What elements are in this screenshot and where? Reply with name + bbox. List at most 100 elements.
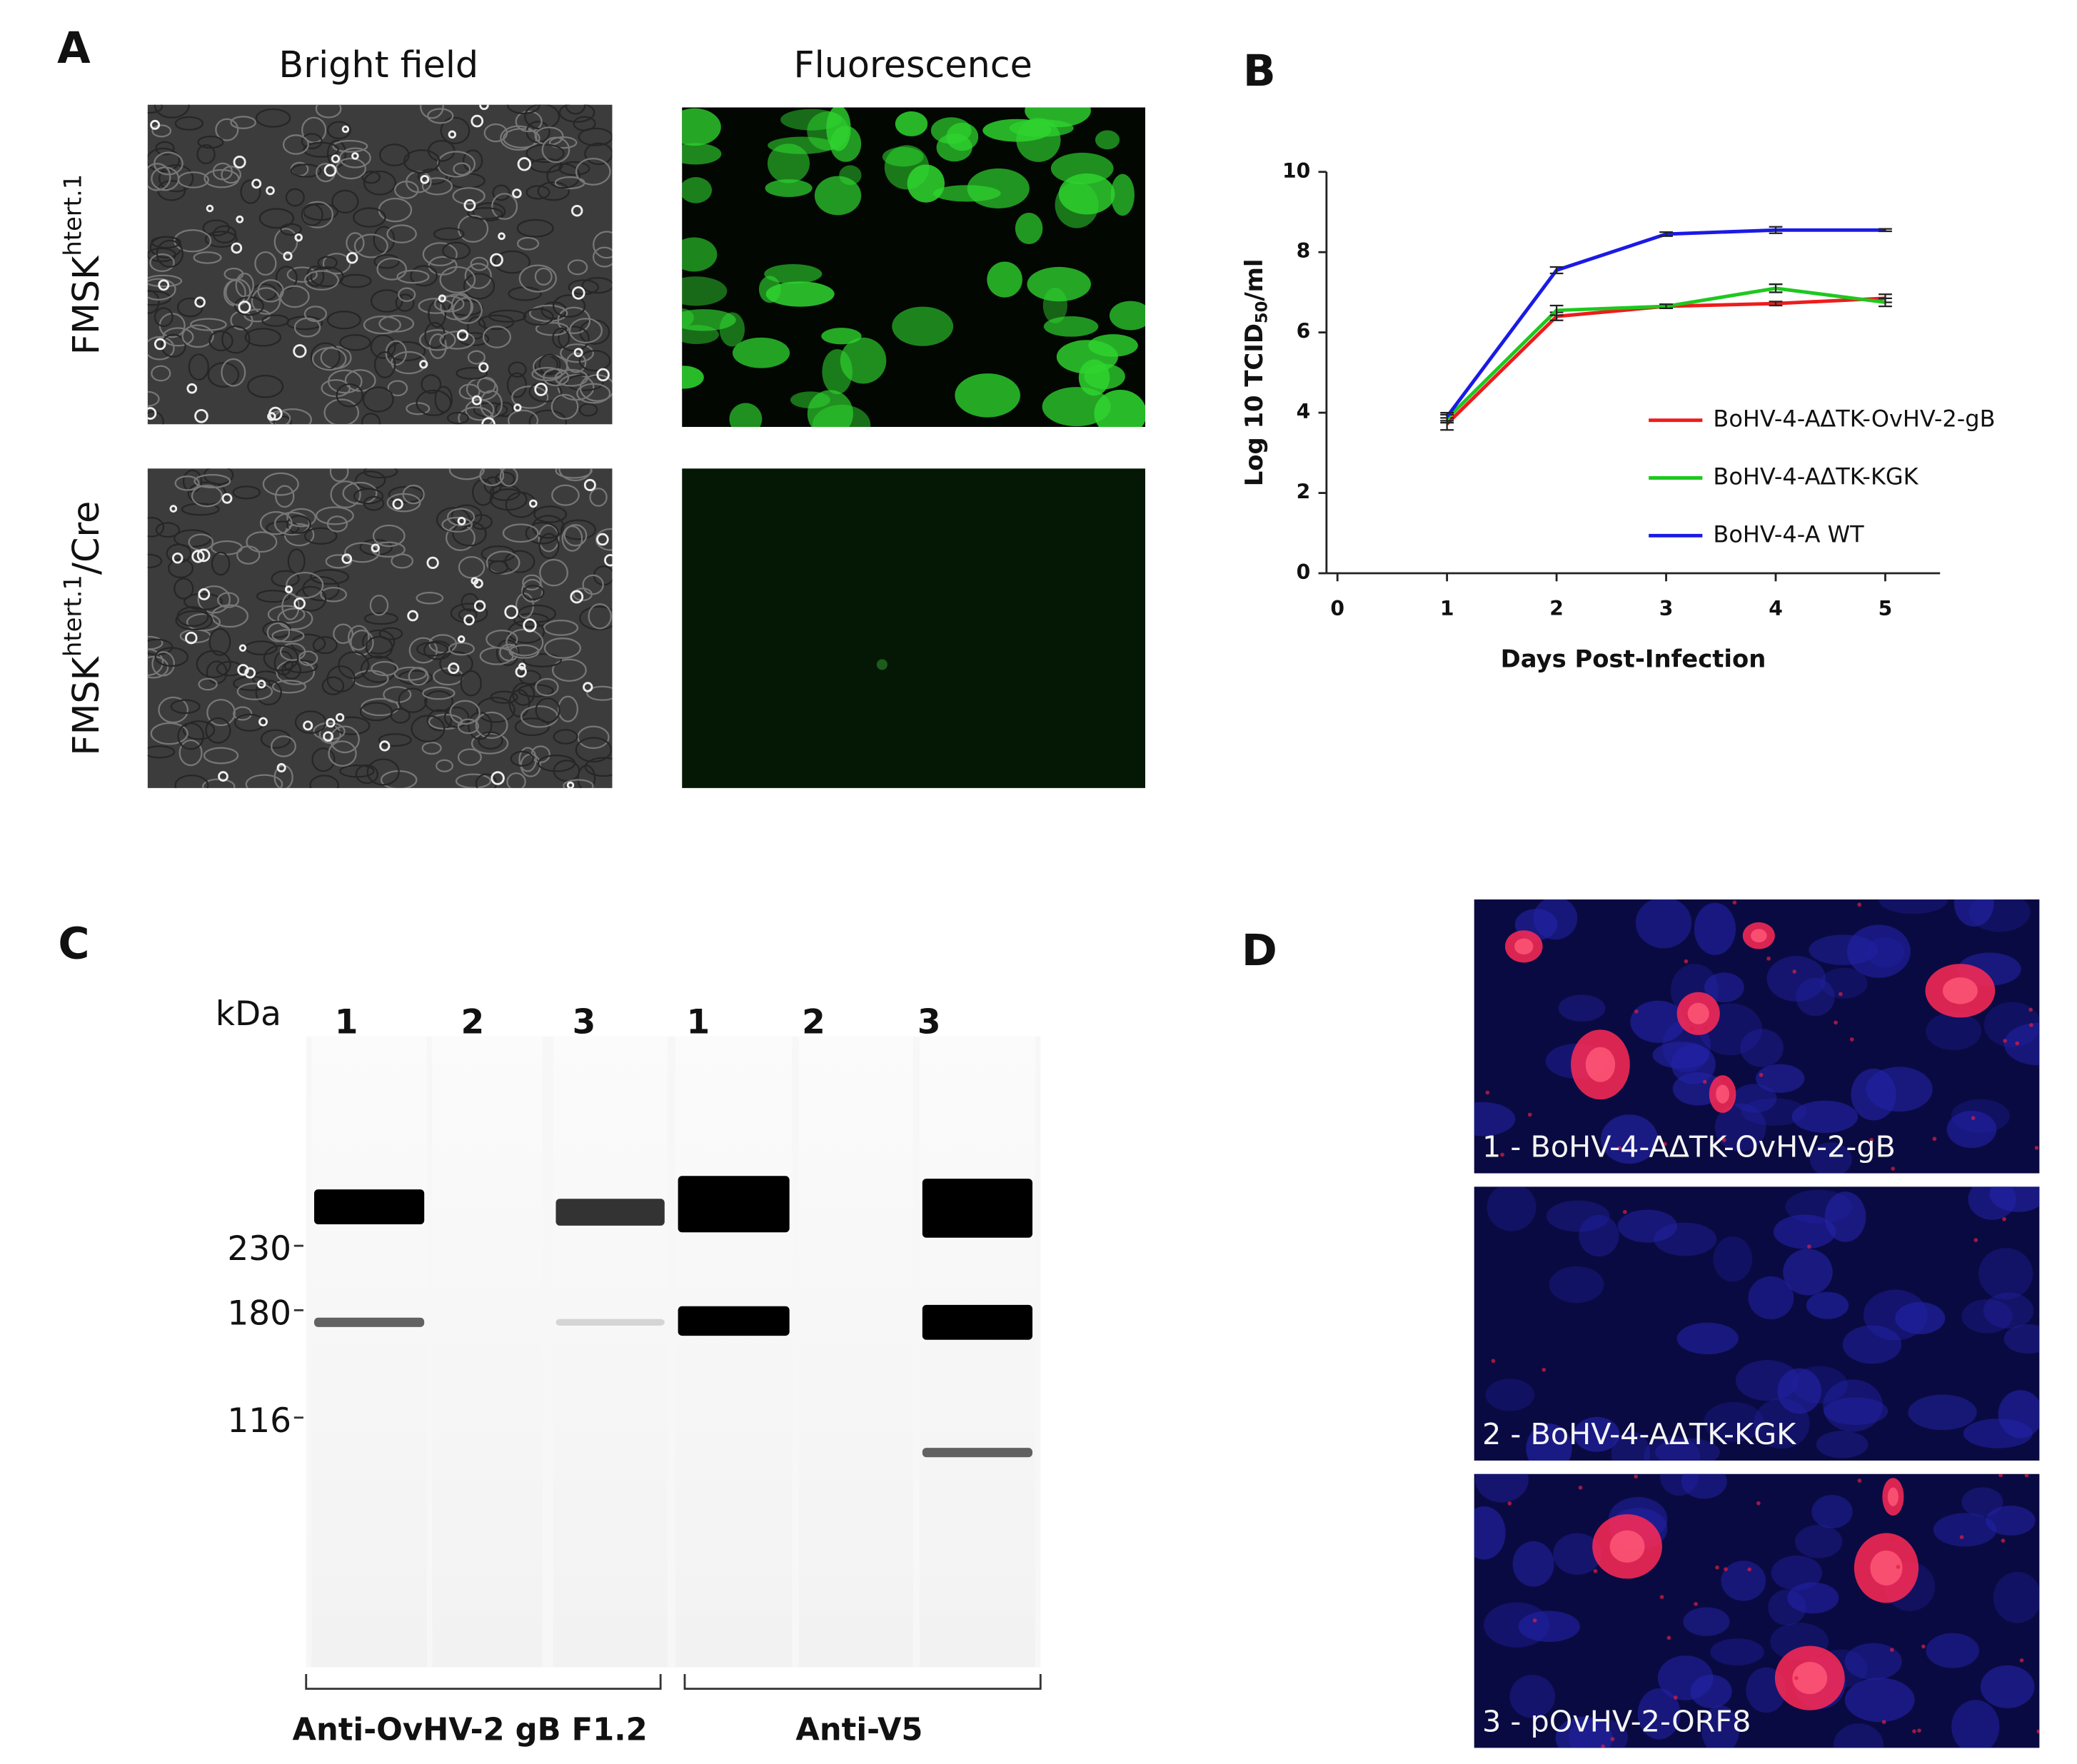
blot-lane — [675, 1036, 793, 1668]
cell — [543, 637, 581, 659]
red-dot — [1674, 1695, 1678, 1700]
cell — [493, 250, 530, 274]
cell — [421, 374, 442, 394]
cell — [286, 266, 318, 283]
cell — [344, 369, 376, 392]
blot-background — [306, 1036, 1041, 1668]
cell — [398, 287, 416, 302]
red-dot — [1715, 1565, 1719, 1570]
nucleus — [1704, 972, 1744, 1003]
cell — [508, 689, 530, 717]
round-cell — [596, 368, 610, 382]
stained-cell-core — [1514, 938, 1534, 955]
cell — [204, 231, 238, 248]
round-cell — [150, 119, 161, 130]
blot-lane — [798, 1036, 913, 1668]
cell — [217, 592, 240, 608]
green-cell — [821, 328, 862, 345]
round-cell — [169, 505, 178, 513]
image-content — [682, 107, 1145, 428]
cell — [346, 232, 365, 254]
cell — [232, 485, 261, 500]
y-tick-label: 8 — [1297, 239, 1311, 263]
round-cell — [392, 498, 403, 510]
cell — [433, 295, 465, 313]
lane-label: 3 — [573, 1002, 596, 1042]
nucleus — [1512, 1541, 1554, 1587]
cell — [502, 523, 539, 543]
cell — [593, 231, 613, 259]
round-cell — [573, 348, 583, 358]
nucleus — [1704, 1402, 1764, 1442]
cell — [508, 361, 527, 378]
cell — [174, 116, 204, 131]
green-cell — [765, 281, 835, 307]
cell — [416, 389, 452, 416]
nucleus — [1637, 1688, 1681, 1740]
cell — [514, 717, 550, 737]
stained-cell-core — [1792, 1662, 1828, 1695]
cell — [518, 264, 557, 293]
nucleus — [1485, 1379, 1534, 1411]
column-header: Bright field — [278, 44, 478, 86]
nucleus — [1951, 1700, 2000, 1748]
cell — [416, 592, 444, 605]
cell — [186, 613, 221, 632]
blot-band — [922, 1179, 1033, 1238]
round-cell — [379, 740, 391, 752]
cell — [396, 269, 430, 284]
red-dot — [1634, 1474, 1638, 1479]
green-cell — [812, 404, 871, 428]
red-dot — [1952, 1003, 1956, 1007]
green-cell — [1078, 359, 1110, 396]
cell — [500, 125, 538, 151]
cell — [451, 293, 473, 321]
row-label-sup: htert.1 — [59, 575, 86, 657]
cell — [522, 585, 545, 600]
cell — [576, 383, 611, 404]
cell — [553, 729, 578, 745]
cell — [151, 236, 181, 249]
nucleus — [1954, 899, 1994, 927]
cell — [178, 739, 203, 767]
cell — [439, 266, 476, 293]
cell — [552, 327, 570, 349]
cell — [458, 383, 481, 400]
cell — [244, 328, 282, 347]
cell — [422, 242, 458, 267]
nucleus — [1844, 1678, 1915, 1723]
red-dot — [1532, 1618, 1537, 1623]
round-cell — [512, 188, 522, 198]
round-cell — [596, 533, 609, 546]
cell — [147, 648, 164, 676]
cell — [452, 187, 486, 205]
cell — [271, 735, 296, 757]
cell — [410, 265, 438, 287]
nucleus — [1961, 1299, 2013, 1334]
cell — [568, 318, 603, 344]
cell — [326, 665, 356, 692]
cell — [155, 141, 175, 156]
round-cell — [448, 130, 457, 139]
round-cell — [371, 543, 380, 553]
cell — [205, 717, 231, 744]
green-cell — [729, 403, 763, 428]
cell — [475, 711, 508, 740]
nucleus — [1681, 1473, 1727, 1499]
panel-label: B — [1243, 46, 1276, 96]
red-dot — [1869, 1138, 1874, 1142]
cell — [508, 409, 539, 425]
cell — [541, 136, 570, 163]
cell — [557, 306, 591, 335]
nucleus — [1518, 1611, 1580, 1642]
cell — [247, 374, 284, 398]
cell — [451, 504, 483, 528]
nucleus — [1791, 1100, 1859, 1133]
cell — [275, 266, 298, 290]
cell — [449, 700, 481, 725]
cell — [151, 166, 180, 191]
cell — [567, 259, 588, 276]
blot-band — [314, 1317, 425, 1327]
nucleus — [1526, 1423, 1572, 1461]
